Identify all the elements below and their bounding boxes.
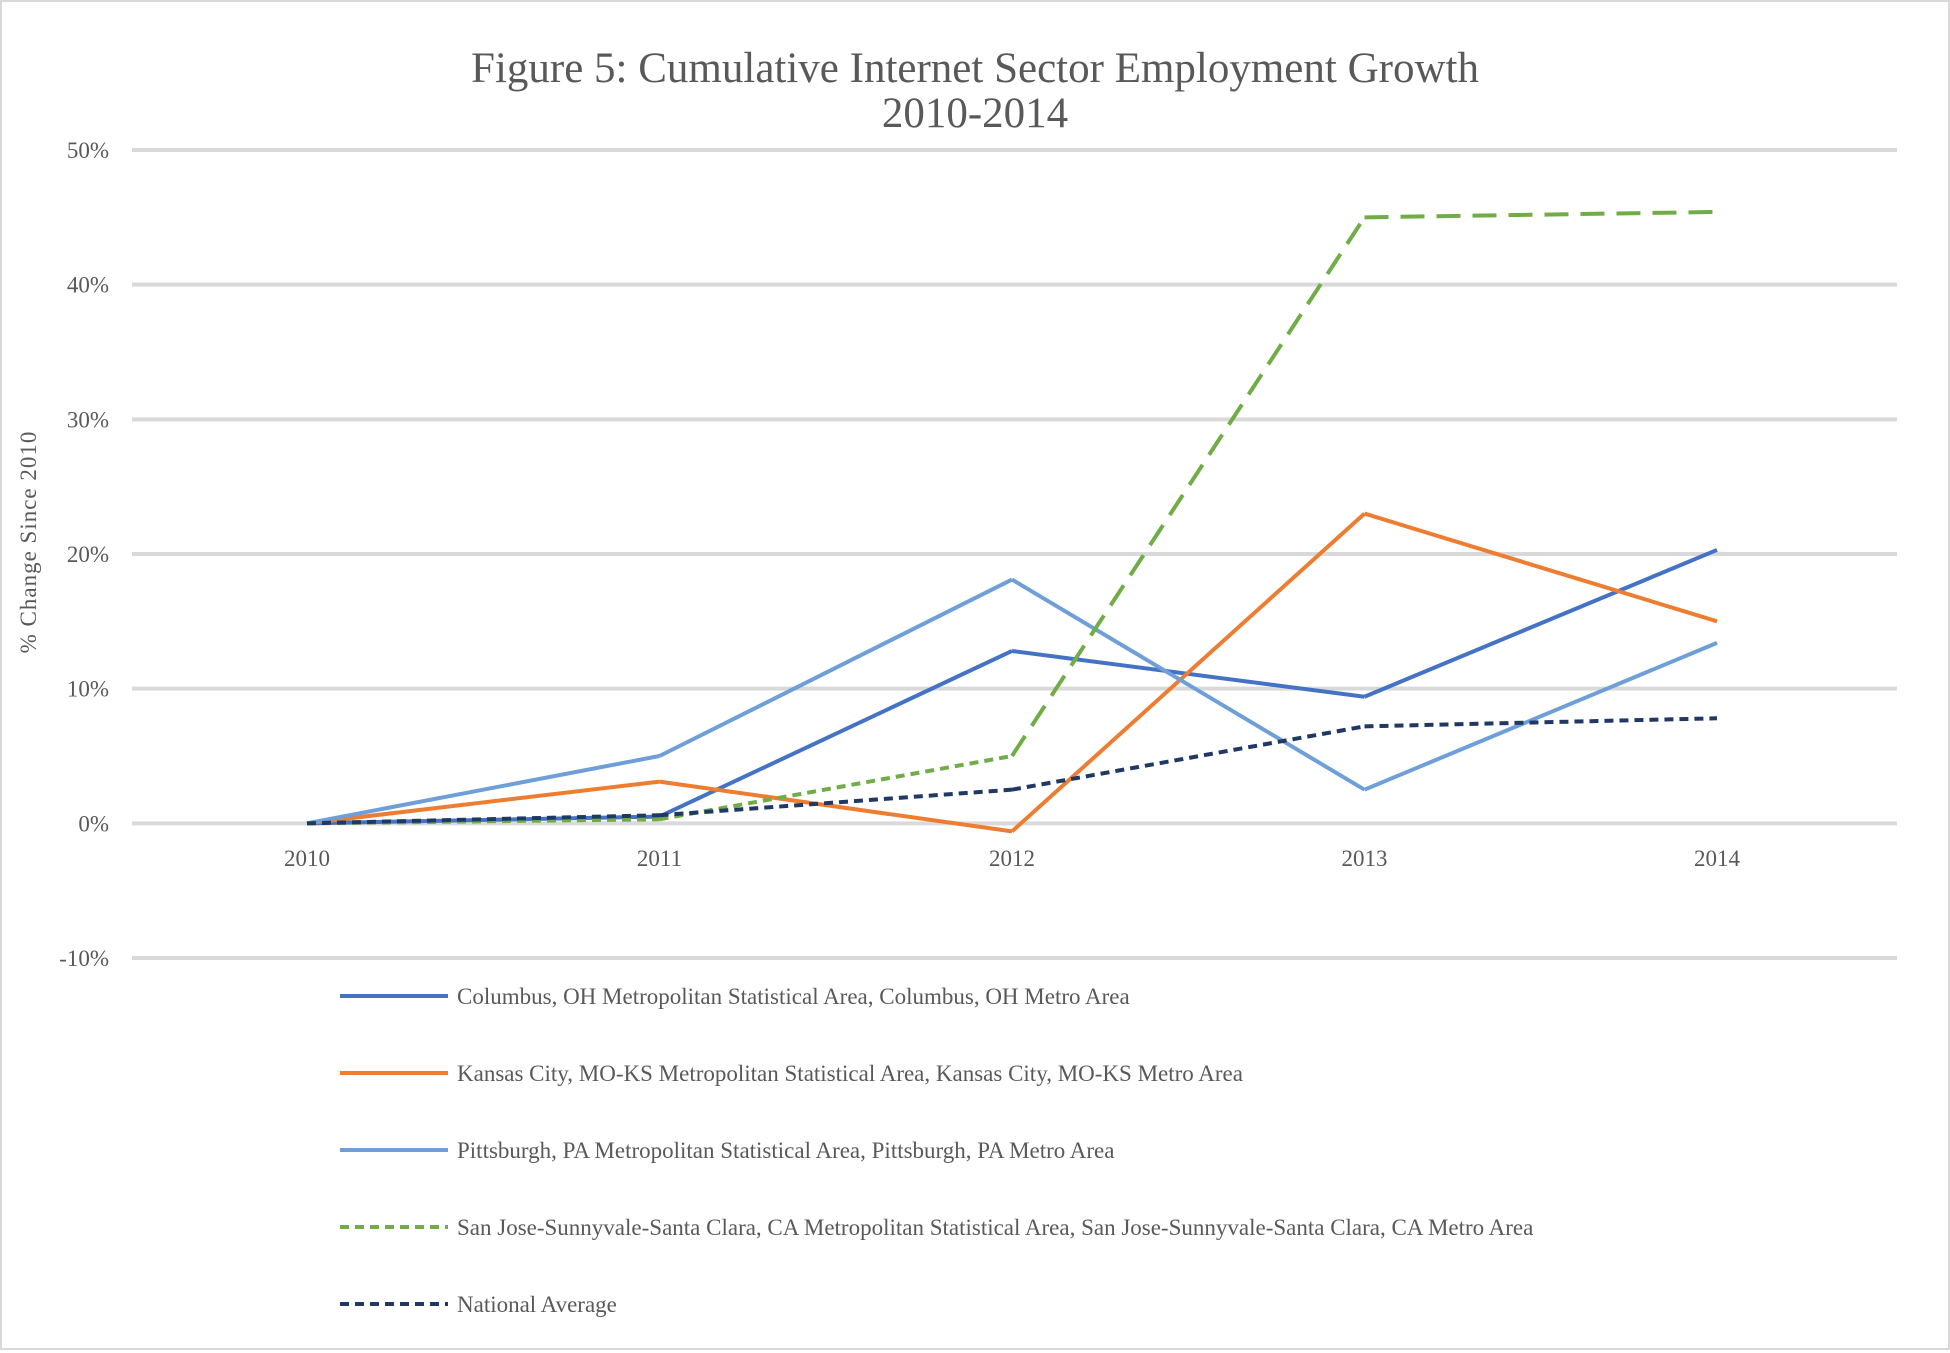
legend-item: Kansas City, MO-KS Metropolitan Statisti… (340, 1061, 1243, 1086)
y-tick-label: 50% (67, 138, 109, 163)
legend-item: San Jose-Sunnyvale-Santa Clara, CA Metro… (340, 1215, 1533, 1240)
legend-label: Pittsburgh, PA Metropolitan Statistical … (457, 1138, 1114, 1163)
y-tick-label: 10% (67, 677, 109, 702)
legend: Columbus, OH Metropolitan Statistical Ar… (340, 984, 1533, 1317)
series-line (307, 718, 1717, 823)
chart-title-line-2: 2010-2014 (882, 90, 1068, 137)
y-tick-label: 0% (78, 811, 109, 836)
line-segment (1365, 212, 1718, 217)
line-segment (1365, 550, 1718, 697)
x-tick-label: 2012 (989, 846, 1035, 871)
gridlines (132, 150, 1897, 958)
legend-label: Columbus, OH Metropolitan Statistical Ar… (457, 984, 1130, 1009)
y-tick-labels: -10% 0% 10% 20% 30% 40% 50% (59, 138, 109, 971)
line-segment (660, 580, 1013, 756)
line-segment (1012, 514, 1365, 832)
series-lines (307, 212, 1717, 831)
legend-label: San Jose-Sunnyvale-Santa Clara, CA Metro… (457, 1215, 1533, 1240)
x-tick-label: 2014 (1694, 846, 1741, 871)
line-segment (1365, 718, 1718, 726)
legend-item: National Average (340, 1292, 617, 1317)
legend-label: Kansas City, MO-KS Metropolitan Statisti… (457, 1061, 1243, 1086)
line-segment (1365, 514, 1718, 622)
x-tick-labels: 2010 2011 2012 2013 2014 (284, 846, 1741, 871)
y-axis-title: % Change Since 2010 (16, 431, 41, 654)
y-tick-label: -10% (59, 946, 109, 971)
series-line (307, 580, 1717, 824)
y-tick-label: 20% (67, 542, 109, 567)
x-tick-label: 2013 (1342, 846, 1388, 871)
line-segment (1012, 580, 1365, 790)
x-tick-label: 2011 (637, 846, 682, 871)
legend-item: Pittsburgh, PA Metropolitan Statistical … (340, 1138, 1114, 1163)
legend-label: National Average (457, 1292, 617, 1317)
line-segment (1365, 643, 1718, 790)
y-tick-label: 40% (67, 273, 109, 298)
x-tick-label: 2010 (284, 846, 330, 871)
y-tick-label: 30% (67, 407, 109, 432)
legend-item: Columbus, OH Metropolitan Statistical Ar… (340, 984, 1130, 1009)
chart-title-line-1: Figure 5: Cumulative Internet Sector Emp… (471, 45, 1479, 92)
